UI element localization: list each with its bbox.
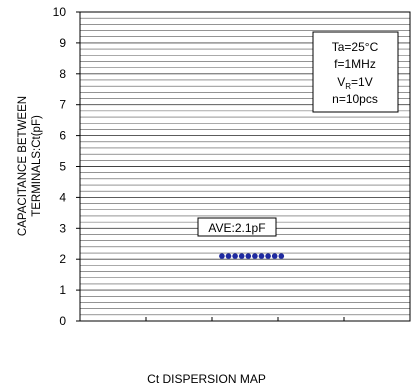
- data-point: [219, 253, 225, 259]
- y-tick-label: 3: [59, 221, 66, 235]
- data-point: [271, 253, 278, 259]
- y-axis-label-line-1: CAPACITANCE BETWEEN: [17, 96, 29, 236]
- data-point: [225, 253, 232, 259]
- data-point: [238, 253, 245, 259]
- y-tick-label: 8: [59, 67, 66, 81]
- y-tick-label: 2: [59, 252, 66, 266]
- condition-vr-value: =1V: [351, 75, 373, 89]
- condition-vr-symbol: V: [337, 75, 345, 89]
- y-tick-label: 10: [53, 5, 67, 19]
- data-point: [245, 253, 252, 259]
- condition-ta: Ta=25°C: [332, 40, 379, 54]
- chart-caption: Ct DISPERSION MAP: [147, 372, 266, 386]
- y-tick-label: 1: [59, 283, 66, 297]
- condition-vr: VR=1V: [337, 75, 372, 91]
- y-tick-label: 6: [59, 129, 66, 143]
- data-points: [219, 253, 285, 259]
- y-tick-label: 7: [59, 98, 66, 112]
- average-annotation-text: AVE:2.1pF: [208, 221, 265, 235]
- data-point: [252, 253, 258, 259]
- y-tick-label: 4: [59, 190, 66, 204]
- average-annotation: AVE:2.1pF: [197, 217, 277, 237]
- y-axis-label-line-2: TERMINALS:Ct(pF): [31, 115, 43, 217]
- data-point: [232, 253, 238, 259]
- x-axis-ticks: [145, 317, 345, 321]
- data-point: [265, 253, 271, 259]
- data-point: [258, 253, 265, 259]
- y-tick-label: 5: [59, 160, 66, 174]
- y-tick-label: 0: [59, 314, 66, 328]
- y-axis-ticks: 0 1 2 3 4 5 6 7 8 9 10: [53, 5, 80, 328]
- conditions-box: Ta=25°C f=1MHz VR=1V n=10pcs: [312, 31, 399, 113]
- condition-n: n=10pcs: [332, 92, 378, 106]
- condition-f: f=1MHz: [334, 57, 376, 71]
- condition-vr-subscript: R: [345, 82, 351, 91]
- y-tick-label: 9: [59, 36, 66, 50]
- data-point: [278, 253, 285, 259]
